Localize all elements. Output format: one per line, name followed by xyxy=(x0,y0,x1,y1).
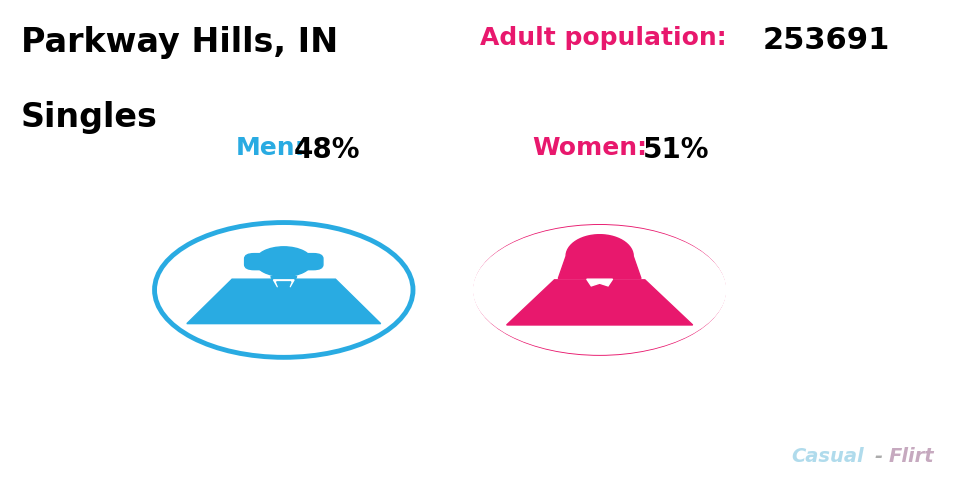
Text: Women:: Women: xyxy=(533,136,648,160)
Text: Casual: Casual xyxy=(791,446,864,465)
Polygon shape xyxy=(271,277,297,280)
FancyBboxPatch shape xyxy=(245,254,270,270)
Text: Flirt: Flirt xyxy=(889,446,934,465)
Polygon shape xyxy=(274,280,294,287)
Polygon shape xyxy=(587,280,612,287)
Text: Men:: Men: xyxy=(236,136,305,160)
Text: -: - xyxy=(875,446,882,465)
Polygon shape xyxy=(187,280,381,324)
Circle shape xyxy=(255,247,312,277)
Circle shape xyxy=(574,250,626,277)
Polygon shape xyxy=(276,282,291,314)
Circle shape xyxy=(155,223,413,358)
Text: Parkway Hills, IN: Parkway Hills, IN xyxy=(20,26,338,59)
Text: 253691: 253691 xyxy=(762,26,890,55)
Polygon shape xyxy=(507,280,693,325)
Text: Adult population:: Adult population: xyxy=(480,26,727,50)
Polygon shape xyxy=(559,235,641,279)
Text: 48%: 48% xyxy=(294,136,360,164)
Text: 51%: 51% xyxy=(643,136,709,164)
FancyBboxPatch shape xyxy=(298,254,323,270)
Circle shape xyxy=(470,223,729,358)
Text: Singles: Singles xyxy=(20,101,157,134)
Polygon shape xyxy=(588,277,611,280)
